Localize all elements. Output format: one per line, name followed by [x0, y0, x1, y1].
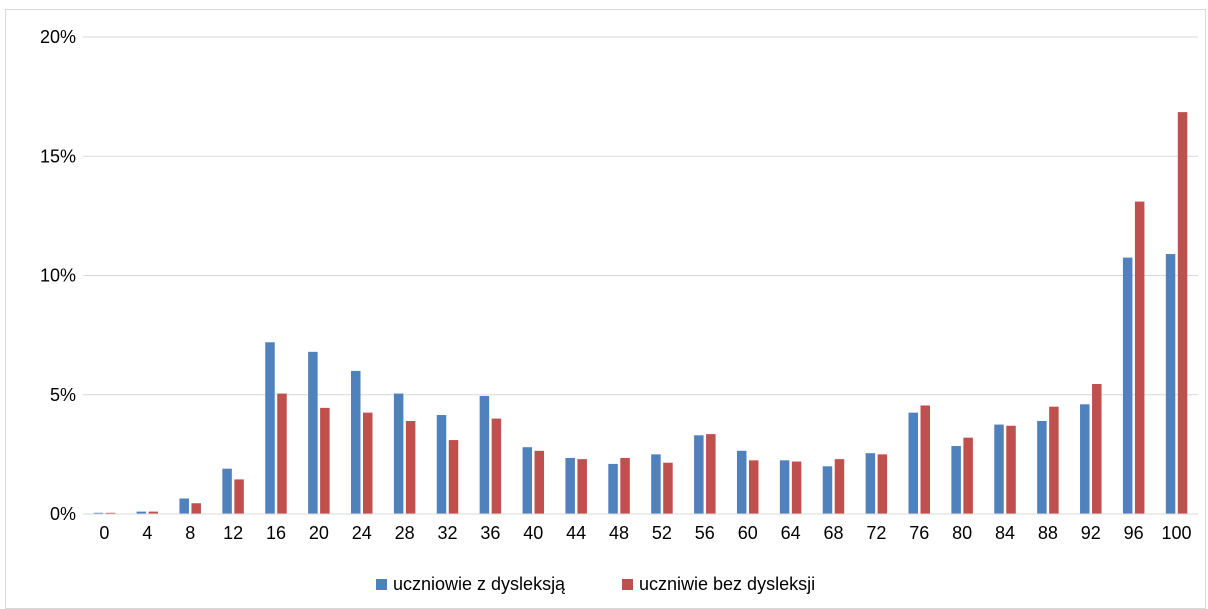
x-tick-label: 4: [142, 523, 152, 543]
bar: [791, 461, 802, 514]
x-tick-label: 28: [395, 523, 415, 543]
x-tick-label: 44: [566, 523, 586, 543]
legend-swatch: [376, 579, 387, 590]
y-tick-label: 0%: [50, 504, 76, 524]
bar: [663, 462, 673, 514]
bar: [479, 395, 490, 514]
bar: [1134, 201, 1145, 514]
x-tick-label: 68: [823, 523, 843, 543]
bar: [320, 407, 330, 514]
bar: [93, 512, 104, 514]
bar: [136, 511, 147, 514]
bar: [534, 450, 545, 514]
bar: [620, 457, 630, 514]
bar: [963, 437, 973, 514]
bar: [1037, 420, 1047, 514]
x-axis: 0 4 8 12 16 20 24 28 32 36 40 44 48 52 56 60 64 68 72 76 80 8…: [83, 513, 1198, 543]
x-tick-label: 32: [438, 523, 458, 543]
x-tick-label: 80: [952, 523, 972, 543]
bar: [105, 512, 116, 514]
bar: [436, 415, 447, 514]
bar: [351, 370, 361, 514]
x-tick-label: 36: [480, 523, 500, 543]
x-tick-label: 12: [223, 523, 243, 543]
bar: [191, 503, 201, 514]
legend: uczniowie z dysleksją uczniwie bez dyslek…: [376, 574, 815, 594]
bar: [951, 446, 961, 514]
legend-label: uczniwie bez dysleksji: [639, 574, 815, 594]
bars: [93, 112, 1188, 514]
legend-swatch: [622, 579, 633, 590]
bar: [308, 351, 318, 514]
bar: [608, 463, 618, 514]
bar: [779, 460, 790, 514]
y-tick-label: 15%: [40, 146, 76, 166]
x-tick-label: 40: [523, 523, 543, 543]
bar: [908, 412, 918, 514]
bar: [694, 435, 704, 514]
bar: [234, 479, 244, 514]
x-tick-label: 100: [1162, 523, 1192, 543]
x-tick-label: 64: [781, 523, 801, 543]
bar: [736, 450, 747, 514]
bar: [1049, 406, 1059, 514]
bar: [448, 440, 459, 514]
y-tick-label: 5%: [50, 385, 76, 405]
bar: [1177, 112, 1188, 514]
x-tick-label: 48: [609, 523, 629, 543]
chart-frame: [5, 9, 1206, 609]
bar: [834, 459, 845, 514]
gridlines: [83, 36, 1198, 396]
x-tick-label: 96: [1124, 523, 1144, 543]
bar: [994, 424, 1004, 514]
bar: [651, 454, 661, 514]
bar: [565, 457, 575, 514]
x-tick-label: 52: [652, 523, 672, 543]
legend-label: uczniowie z dysleksją: [393, 574, 566, 594]
bar: [577, 459, 587, 514]
x-tick-label: 16: [266, 523, 286, 543]
y-axis-labels: 0% 5% 10% 15% 20%: [40, 27, 76, 524]
bar: [748, 460, 759, 514]
bar: [522, 447, 533, 514]
bar: [822, 466, 833, 514]
bar: [491, 418, 502, 514]
bar: [393, 393, 404, 514]
x-tick-label: 0: [99, 523, 109, 543]
y-tick-label: 20%: [40, 27, 76, 47]
bar: [1092, 384, 1102, 514]
bar: [865, 453, 876, 514]
bar: [920, 405, 930, 514]
bar: [1006, 425, 1016, 514]
x-tick-label: 20: [309, 523, 329, 543]
bar: [222, 468, 232, 514]
bar: [706, 434, 716, 514]
bar: [148, 511, 159, 514]
bar: [179, 498, 189, 514]
bar: [1165, 254, 1176, 514]
x-tick-label: 24: [352, 523, 372, 543]
x-tick-label: 84: [995, 523, 1015, 543]
bar: [405, 420, 416, 514]
x-tick-label: 60: [738, 523, 758, 543]
bar: [363, 412, 373, 514]
x-tick-label: 8: [185, 523, 195, 543]
bar: [1080, 404, 1090, 514]
x-tick-label: 76: [909, 523, 929, 543]
bar: [277, 393, 287, 514]
bar: [1122, 257, 1133, 514]
x-tick-label: 92: [1081, 523, 1101, 543]
x-tick-label: 56: [695, 523, 715, 543]
x-tick-label: 72: [866, 523, 886, 543]
bar: [265, 342, 275, 514]
bar: [877, 454, 888, 514]
x-tick-label: 88: [1038, 523, 1058, 543]
y-tick-label: 10%: [40, 266, 76, 286]
